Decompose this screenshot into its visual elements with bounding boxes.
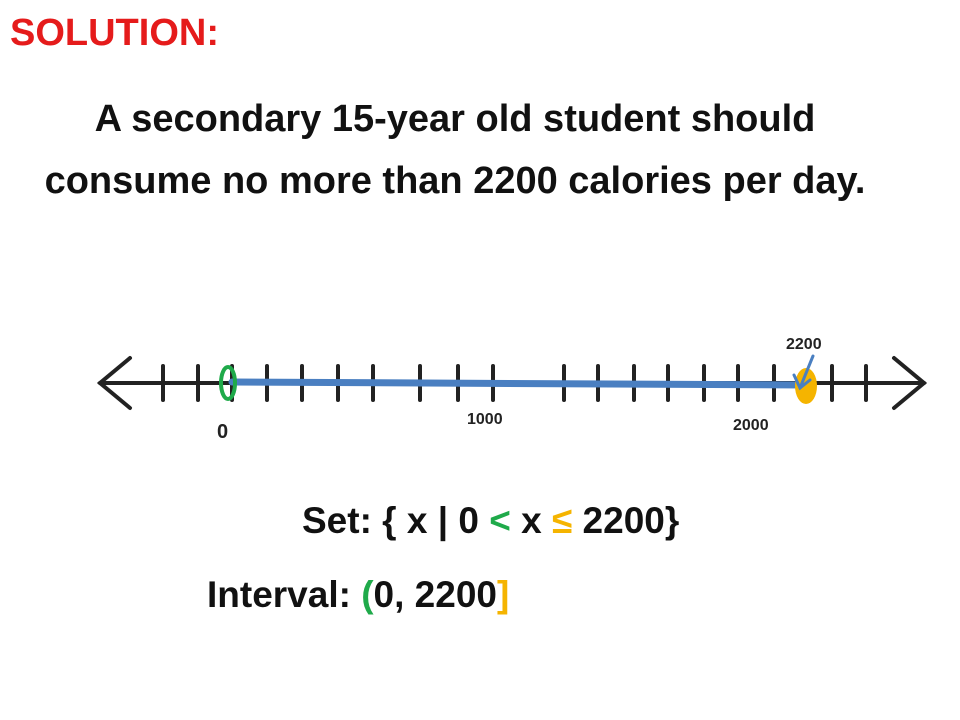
number-line (96, 354, 928, 410)
set-suffix: 2200} (572, 500, 680, 541)
set-middle: x (510, 500, 552, 541)
tick-label-2000: 2000 (733, 417, 769, 434)
right-arrowhead (892, 356, 928, 410)
less-equal-symbol: ≤ (551, 500, 573, 541)
solution-segment (228, 378, 810, 389)
left-arrowhead (96, 356, 132, 410)
closed-endpoint-2200 (795, 368, 817, 404)
pointer-arrow-icon (792, 354, 815, 391)
interval-notation: Interval: (0, 2200] (207, 574, 509, 616)
set-notation: Set: { x | 0 < x ≤ 2200} (302, 500, 679, 542)
less-than-symbol: < (489, 500, 511, 541)
solution-heading: SOLUTION: (10, 12, 219, 54)
closed-bracket: ] (497, 574, 510, 615)
set-prefix: Set: { x | 0 (302, 500, 490, 541)
tick-label-0: 0 (217, 421, 229, 443)
tick-label-1000: 1000 (467, 411, 503, 428)
open-bracket: ( (361, 574, 374, 615)
open-endpoint-zero (219, 365, 237, 401)
tick-label-2200: 2200 (786, 336, 822, 353)
interval-values: 0, 2200 (373, 574, 497, 615)
interval-prefix: Interval: (207, 574, 362, 615)
problem-statement: A secondary 15-year old student should c… (44, 98, 866, 202)
